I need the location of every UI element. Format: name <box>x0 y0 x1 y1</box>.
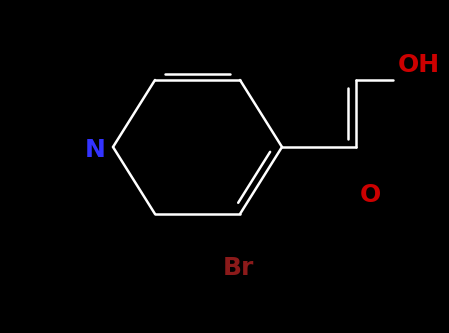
Text: O: O <box>359 183 381 207</box>
Text: OH: OH <box>398 53 440 77</box>
Text: Br: Br <box>222 256 254 280</box>
Text: N: N <box>84 138 106 162</box>
